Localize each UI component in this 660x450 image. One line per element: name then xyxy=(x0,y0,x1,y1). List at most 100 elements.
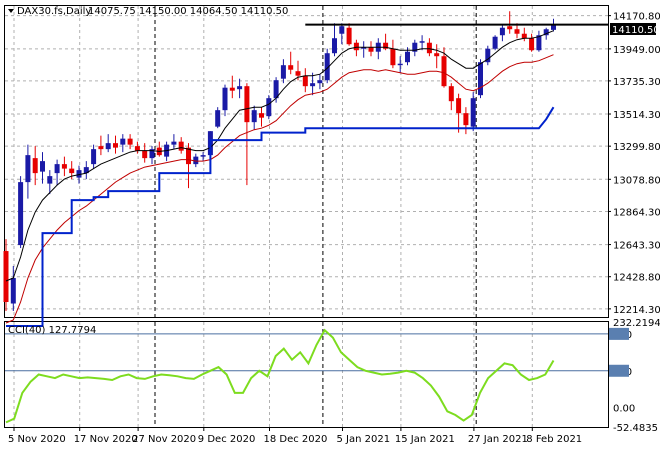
candle-body xyxy=(18,182,24,246)
candle xyxy=(32,146,38,186)
candle xyxy=(521,27,527,42)
candle xyxy=(178,137,184,154)
candle xyxy=(397,56,403,73)
candle-body xyxy=(397,63,403,66)
candle-body xyxy=(91,149,97,165)
candle-body xyxy=(419,41,425,43)
candle-body xyxy=(251,110,257,123)
candle xyxy=(339,23,345,45)
candle xyxy=(302,68,308,93)
candle-body xyxy=(470,98,476,127)
candle-body xyxy=(317,80,323,84)
candle-body xyxy=(302,75,308,87)
candle-body xyxy=(551,24,556,30)
candle xyxy=(353,39,359,57)
candle-body xyxy=(47,176,53,184)
candle-body xyxy=(237,86,243,90)
mid-average-line xyxy=(5,30,554,282)
candle-body xyxy=(273,80,279,99)
cci-line xyxy=(5,328,555,424)
candle xyxy=(280,59,286,84)
candle-body xyxy=(215,110,221,127)
candle-body xyxy=(310,83,316,87)
cci-level-tag xyxy=(609,327,629,340)
cci-panel xyxy=(4,321,609,428)
candle-body xyxy=(105,143,111,150)
date-tick-label: 5 Jan 2021 xyxy=(337,434,391,445)
candle-body xyxy=(441,56,447,87)
candle xyxy=(361,41,367,58)
candle xyxy=(113,135,118,154)
candle-body xyxy=(346,27,352,45)
candle-body xyxy=(178,141,184,151)
candle-body xyxy=(485,48,491,63)
candle-body xyxy=(222,87,228,111)
candle-body xyxy=(332,38,337,54)
candle-body xyxy=(40,161,45,172)
price-tick-label: 12214.30 xyxy=(613,305,660,316)
candle xyxy=(47,170,53,195)
candle xyxy=(229,75,235,99)
candle xyxy=(478,59,483,99)
candle-body xyxy=(142,150,148,159)
candle-body xyxy=(229,87,235,91)
cci-title: CCI(40) 127.7794 xyxy=(8,325,96,336)
candle-body xyxy=(25,155,31,183)
candle-body xyxy=(448,86,454,102)
candle-body xyxy=(259,113,264,118)
candle xyxy=(244,83,250,186)
candle-body xyxy=(353,42,359,51)
candle xyxy=(105,134,111,153)
candle-body xyxy=(83,167,89,174)
candle xyxy=(470,92,476,132)
candle-body xyxy=(339,26,345,34)
candle-body xyxy=(529,38,535,51)
candle xyxy=(193,153,199,168)
candle-body xyxy=(536,35,542,51)
candle xyxy=(25,144,31,199)
cci-tick-label: -52.4835 xyxy=(613,423,658,434)
candle xyxy=(18,176,24,249)
candle-body xyxy=(3,251,9,303)
candle-body xyxy=(127,138,133,145)
candle xyxy=(237,78,243,99)
candle-body xyxy=(507,26,513,30)
candle xyxy=(83,161,89,180)
axis-labels: 14170.80 13949.00 13735.30 13514.30 13299.80… xyxy=(8,12,660,445)
candle xyxy=(61,156,67,177)
candle-body xyxy=(113,143,118,148)
candle-body xyxy=(499,27,505,36)
price-tick-label: 13078.80 xyxy=(613,175,660,186)
candle xyxy=(127,134,133,150)
price-tick-label: 13735.30 xyxy=(613,77,660,88)
cci-indicator xyxy=(5,328,608,424)
candle-body xyxy=(186,147,191,165)
price-tick-label: 12864.30 xyxy=(613,207,660,218)
candle-body xyxy=(98,146,104,150)
cci-tick-label: 0.00 xyxy=(613,404,635,415)
candle-body xyxy=(266,98,272,117)
candle xyxy=(499,24,505,42)
candle xyxy=(412,39,418,57)
candle-body xyxy=(390,48,396,66)
candle xyxy=(171,134,177,150)
collapse-triangle-icon[interactable] xyxy=(8,9,14,13)
candle xyxy=(492,35,498,51)
candle-body xyxy=(521,33,527,39)
price-panel xyxy=(4,5,609,318)
price-tick-label: 13514.30 xyxy=(613,110,660,121)
date-tick-label: 18 Dec 2020 xyxy=(264,434,328,445)
indicator-lines xyxy=(5,23,608,327)
grid-lines xyxy=(5,6,608,427)
candle-body xyxy=(200,155,206,157)
price-tick-label: 13949.00 xyxy=(613,45,660,56)
candle-body xyxy=(134,146,140,151)
candle xyxy=(222,84,228,117)
candle-body xyxy=(361,47,367,49)
candle xyxy=(54,159,60,186)
candle xyxy=(200,152,206,162)
candle xyxy=(529,33,535,52)
candle xyxy=(346,23,352,46)
candle xyxy=(426,38,432,57)
